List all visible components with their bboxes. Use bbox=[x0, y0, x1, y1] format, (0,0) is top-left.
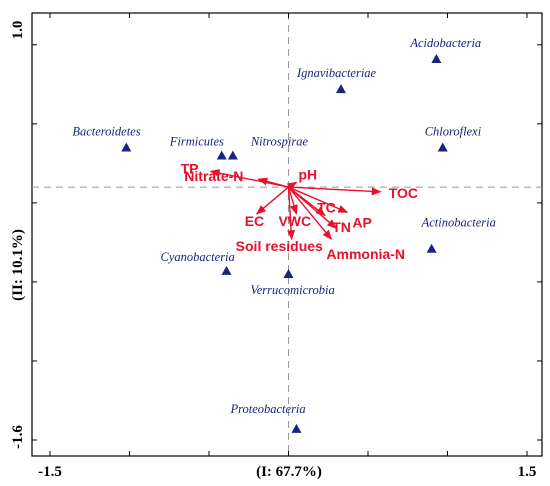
species-label-acidobacteria: Acidobacteria bbox=[409, 36, 481, 50]
env-label-tc: TC bbox=[317, 200, 336, 216]
env-vector-nitrate-n bbox=[257, 177, 289, 188]
species-point-nitrospirae bbox=[227, 150, 238, 160]
species-point-acidobacteria bbox=[431, 54, 442, 64]
species-label-firmicutes: Firmicutes bbox=[169, 134, 224, 148]
species-label-proteobacteria: Proteobacteria bbox=[229, 402, 305, 416]
species-label-actinobacteria: Actinobacteria bbox=[421, 216, 496, 230]
species-point-verrucomicrobia bbox=[283, 269, 294, 279]
y-tick-label-bottom: -1.6 bbox=[10, 425, 26, 449]
env-vector-tn bbox=[288, 186, 337, 229]
species-label-bacteroidetes: Bacteroidetes bbox=[72, 125, 140, 139]
y-axis-label: (II: 10.1%) bbox=[10, 229, 26, 301]
env-vector-toc bbox=[288, 186, 382, 196]
env-vector-ph bbox=[286, 181, 298, 191]
env-label-tn: TN bbox=[332, 219, 351, 235]
env-vector-ap bbox=[288, 186, 349, 214]
x-tick-label-right: 1.5 bbox=[518, 464, 537, 480]
species-point-actinobacteria bbox=[426, 243, 437, 253]
env-label-soil-residues: Soil residues bbox=[236, 238, 323, 254]
axis-ticks bbox=[32, 13, 542, 456]
species-label-chloroflexi: Chloroflexi bbox=[425, 125, 482, 139]
env-vector-soil-residues bbox=[287, 187, 296, 241]
env-label-ap: AP bbox=[352, 214, 371, 230]
species-point-firmicutes bbox=[216, 150, 227, 160]
species-label-verrucomicrobia: Verrucomicrobia bbox=[251, 283, 335, 297]
species-points: Acidobacteria Ignavibacteriae Bacteroidete… bbox=[72, 36, 496, 433]
y-tick-label-top: 1.0 bbox=[10, 21, 26, 40]
species-point-proteobacteria bbox=[291, 423, 302, 433]
env-label-toc: TOC bbox=[389, 185, 418, 201]
species-point-cyanobacteria bbox=[221, 265, 232, 275]
env-vector-tp bbox=[209, 169, 289, 188]
x-axis-label: (I: 67.7%) bbox=[256, 464, 322, 480]
env-vector-ammonia-n bbox=[287, 186, 333, 241]
env-label-ec: EC bbox=[245, 213, 264, 229]
x-tick-label-left: -1.5 bbox=[38, 464, 62, 480]
env-label-ammonia-n: Ammonia-N bbox=[326, 246, 405, 262]
env-vector-vwc bbox=[287, 186, 298, 215]
species-point-bacteroidetes bbox=[121, 142, 132, 152]
env-label-ph: pH bbox=[298, 166, 317, 182]
species-point-ignavibacteriae bbox=[335, 84, 346, 94]
species-point-chloroflexi bbox=[437, 142, 448, 152]
env-label-nitrate-n: Nitrate-N bbox=[184, 168, 243, 184]
plot-frame bbox=[31, 12, 543, 457]
env-label-tp: TP bbox=[181, 160, 199, 176]
species-label-cyanobacteria: Cyanobacteria bbox=[160, 250, 234, 264]
env-vector-ec bbox=[255, 186, 289, 215]
species-label-ignavibacteriae: Ignavibacteriae bbox=[296, 66, 377, 80]
species-label-nitrospirae: Nitrospirae bbox=[250, 134, 309, 148]
env-label-vwc: VWC bbox=[278, 213, 311, 229]
